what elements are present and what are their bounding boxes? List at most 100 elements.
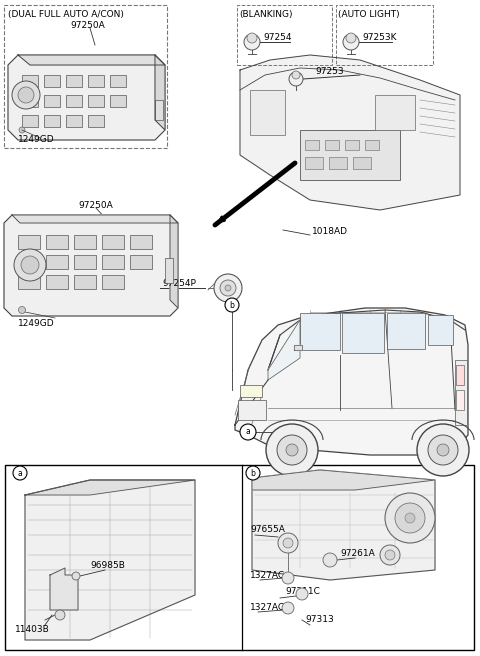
Bar xyxy=(237,5,332,65)
Text: 1249GD: 1249GD xyxy=(18,319,55,327)
Circle shape xyxy=(323,553,337,567)
Bar xyxy=(44,115,60,127)
Text: 97253K: 97253K xyxy=(362,33,396,43)
Bar xyxy=(18,255,40,269)
Bar xyxy=(325,140,339,150)
Bar xyxy=(336,5,433,65)
Polygon shape xyxy=(25,480,195,495)
Bar xyxy=(88,115,104,127)
Circle shape xyxy=(385,493,435,543)
Text: (DUAL FULL AUTO A/CON): (DUAL FULL AUTO A/CON) xyxy=(8,9,124,18)
Bar xyxy=(110,75,126,87)
Bar xyxy=(22,75,38,87)
Text: 1018AD: 1018AD xyxy=(312,226,348,236)
Bar xyxy=(44,75,60,87)
Bar xyxy=(66,75,82,87)
Circle shape xyxy=(346,33,356,43)
Polygon shape xyxy=(12,215,178,223)
Text: 1327AC: 1327AC xyxy=(250,571,285,581)
Bar xyxy=(387,313,425,349)
Text: b: b xyxy=(229,300,234,310)
Polygon shape xyxy=(240,55,460,210)
Bar xyxy=(155,100,163,120)
Bar xyxy=(342,313,384,353)
Bar xyxy=(165,258,173,283)
Circle shape xyxy=(380,545,400,565)
Circle shape xyxy=(55,610,65,620)
Bar xyxy=(102,275,124,289)
Circle shape xyxy=(12,81,40,109)
Polygon shape xyxy=(4,215,178,316)
Circle shape xyxy=(282,572,294,584)
Circle shape xyxy=(214,274,242,302)
Bar xyxy=(18,235,40,249)
Bar xyxy=(305,140,319,150)
Bar xyxy=(44,95,60,107)
Bar xyxy=(365,140,379,150)
Bar xyxy=(74,255,96,269)
Bar xyxy=(46,235,68,249)
Circle shape xyxy=(292,71,300,79)
Bar xyxy=(240,385,262,397)
Polygon shape xyxy=(25,480,195,640)
Text: 97261A: 97261A xyxy=(340,548,375,558)
Circle shape xyxy=(225,298,239,312)
Text: 97254P: 97254P xyxy=(162,279,196,289)
Bar xyxy=(74,275,96,289)
Bar xyxy=(329,157,347,169)
Circle shape xyxy=(14,249,46,281)
Bar xyxy=(305,157,323,169)
Text: a: a xyxy=(246,428,251,436)
Bar xyxy=(74,235,96,249)
Bar xyxy=(88,95,104,107)
Text: (AUTO LIGHT): (AUTO LIGHT) xyxy=(338,9,400,18)
Bar xyxy=(46,255,68,269)
Bar xyxy=(300,130,400,180)
Bar xyxy=(5,465,474,650)
Bar xyxy=(66,95,82,107)
Bar xyxy=(66,115,82,127)
Polygon shape xyxy=(252,470,435,490)
Bar xyxy=(46,275,68,289)
Bar xyxy=(102,255,124,269)
Bar xyxy=(102,235,124,249)
Text: 96985B: 96985B xyxy=(90,560,125,569)
Polygon shape xyxy=(50,568,78,610)
Text: 97250A: 97250A xyxy=(78,201,113,209)
Bar xyxy=(130,235,152,249)
Circle shape xyxy=(286,444,298,456)
Circle shape xyxy=(282,602,294,614)
Bar xyxy=(428,315,453,345)
Circle shape xyxy=(240,424,256,440)
Bar xyxy=(300,313,340,350)
Circle shape xyxy=(266,424,318,476)
Text: 97211C: 97211C xyxy=(285,586,320,596)
Circle shape xyxy=(72,572,80,580)
Polygon shape xyxy=(235,308,468,455)
Polygon shape xyxy=(294,345,302,350)
Bar xyxy=(455,360,467,425)
Polygon shape xyxy=(268,320,300,380)
Circle shape xyxy=(343,34,359,50)
Circle shape xyxy=(244,34,260,50)
Bar xyxy=(130,255,152,269)
Circle shape xyxy=(405,513,415,523)
Text: 97253: 97253 xyxy=(315,66,344,75)
Bar xyxy=(110,95,126,107)
Text: b: b xyxy=(251,468,255,478)
Text: 1249GD: 1249GD xyxy=(18,136,55,144)
Bar xyxy=(375,95,415,130)
Circle shape xyxy=(13,466,27,480)
Text: a: a xyxy=(18,468,23,478)
Bar xyxy=(353,157,371,169)
Circle shape xyxy=(417,424,469,476)
Circle shape xyxy=(220,280,236,296)
Circle shape xyxy=(296,588,308,600)
Circle shape xyxy=(289,72,303,86)
Text: 97313: 97313 xyxy=(305,615,334,625)
Polygon shape xyxy=(18,55,165,65)
Text: 11403B: 11403B xyxy=(15,626,50,634)
Bar xyxy=(238,400,266,420)
Circle shape xyxy=(428,435,458,465)
Circle shape xyxy=(19,127,25,133)
